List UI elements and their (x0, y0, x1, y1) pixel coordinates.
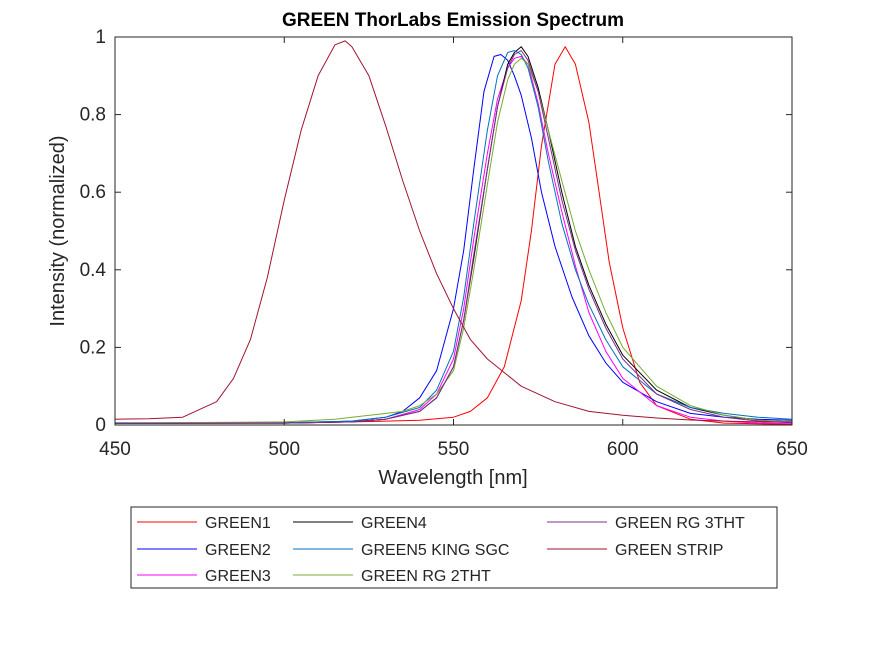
legend-label-7: GREEN RG 3THT (615, 515, 745, 532)
legend-label-3: GREEN3 (205, 568, 271, 585)
series-line-3 (114, 55, 793, 425)
y-tick-label: 0.8 (80, 105, 106, 126)
legend-label-1: GREEN1 (205, 515, 271, 532)
x-tick-label: 650 (776, 439, 808, 460)
legend-label-4: GREEN4 (361, 515, 427, 532)
x-tick-label: 600 (607, 439, 639, 460)
x-tick-label: 450 (99, 439, 131, 460)
axis-ticks: 450 500 550 600 650 0 0.2 0.4 0.6 0.8 1 (80, 27, 808, 460)
y-axis-label: Intensity (normalized) (47, 135, 69, 326)
y-tick-label: 1 (95, 27, 106, 48)
y-tick-label: 0.2 (80, 337, 106, 358)
legend-label-2: GREEN2 (205, 542, 271, 559)
x-axis-label: Wavelength [nm] (378, 467, 527, 489)
x-tick-label: 550 (438, 439, 470, 460)
x-tick-label: 500 (268, 439, 300, 460)
legend-label-5: GREEN5 KING SGC (361, 542, 509, 559)
chart-title: GREEN ThorLabs Emission Spectrum (282, 10, 624, 31)
y-tick-label: 0 (95, 415, 106, 436)
legend-label-8: GREEN STRIP (615, 542, 723, 559)
legend-box (130, 506, 778, 589)
series-line-6 (114, 57, 793, 424)
series-line-7 (114, 50, 793, 424)
y-tick-label: 0.4 (80, 260, 107, 281)
series-layer (114, 40, 793, 425)
legend-label-6: GREEN RG 2THT (361, 568, 491, 585)
y-tick-label: 0.6 (80, 182, 106, 203)
series-line-8 (114, 40, 793, 423)
legend: GREEN1 GREEN2 GREEN3 GREEN4 GREEN5 KING SGC G… (130, 506, 778, 589)
